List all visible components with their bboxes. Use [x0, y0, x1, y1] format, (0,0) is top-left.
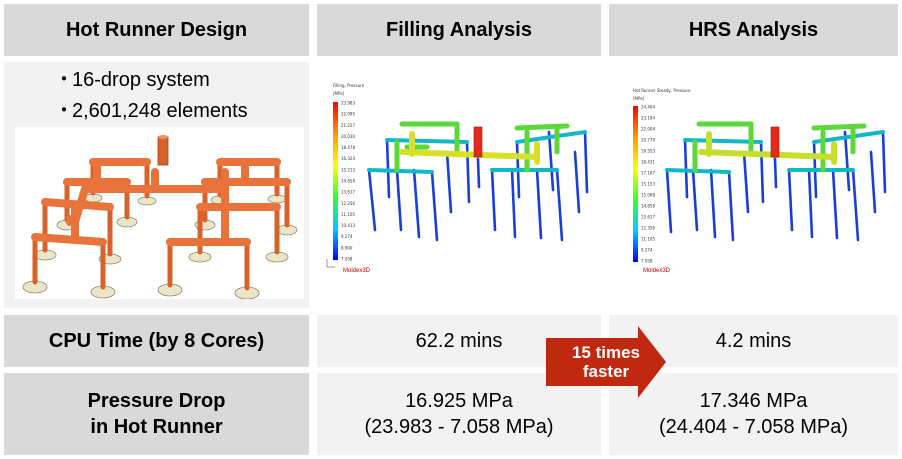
hrs-scale-label: 18.431 — [641, 160, 655, 165]
cpu-time-label: CPU Time (by 8 Cores) — [4, 315, 309, 367]
filling-scale-label: 13.617 — [341, 190, 355, 195]
hrs-sprue — [770, 126, 780, 158]
hot-runner-model-image — [15, 127, 304, 300]
filling-scale-label: 16.324 — [341, 156, 355, 161]
hrs-scale-label: 12.356 — [641, 226, 655, 231]
hrs-scale-label: 7.058 — [641, 259, 653, 264]
speedup-callout-arrow: 15 times faster — [546, 324, 666, 400]
filling-scale-labels: 23.983 22.095 21.227 20.030 18.478 16.324 15.2… — [341, 101, 355, 262]
filling-scale-label: 21.227 — [341, 123, 355, 128]
hrs-main-runner — [698, 131, 837, 165]
hot-runner-design-panel: 16-drop system 2,601,248 elements — [4, 62, 309, 308]
filling-scale-label: 11.105 — [341, 212, 355, 217]
filling-sprue — [473, 126, 483, 158]
filling-plot-title: Filling, Pressure — [333, 83, 365, 88]
header-hot-runner-design: Hot Runner Design — [4, 4, 309, 56]
hot-runner-model-drawing — [22, 135, 298, 300]
filling-moldex3d-logo: Moldex3D — [343, 268, 371, 274]
filling-scale-label: 10.413 — [341, 223, 355, 228]
filling-scale-label: 20.030 — [341, 134, 355, 139]
hrs-scale-label: 15.153 — [641, 182, 655, 187]
header-hrs-analysis: HRS Analysis — [609, 4, 898, 56]
filling-analysis-panel: Filling, Pressure [MPa] 23.983 22.095 21.2… — [317, 62, 601, 308]
filling-scale-label: 15.213 — [341, 167, 355, 172]
filling-scale-label: 22.095 — [341, 112, 355, 117]
hrs-scale-label: 23.184 — [641, 116, 655, 121]
hrs-color-scale-bar — [633, 106, 638, 262]
hrs-pressure-plot: Hot Runner Steady, Pressure [MPa] 24.404… — [633, 88, 887, 274]
filling-scale-label: 9.274 — [341, 234, 353, 239]
callout-text: 15 times faster — [571, 343, 641, 381]
hrs-scale-label: 11.105 — [641, 237, 655, 242]
filling-scale-label: 12.356 — [341, 201, 355, 206]
hrs-scale-label: 13.617 — [641, 215, 655, 220]
filling-scale-label: 7.058 — [341, 257, 353, 262]
hrs-scale-label: 9.274 — [641, 248, 653, 253]
filling-scale-label: 23.983 — [341, 101, 355, 106]
filling-color-scale-bar — [333, 102, 338, 260]
hrs-scale-label: 17.167 — [641, 171, 655, 176]
filling-scale-label: 14.858 — [341, 179, 355, 184]
filling-pressure-plot: Filling, Pressure [MPa] 23.983 22.095 21.2… — [326, 83, 589, 274]
filling-scale-label: 18.478 — [341, 145, 355, 150]
header-filling-analysis: Filling Analysis — [317, 4, 601, 56]
filling-axis-triad — [326, 259, 335, 268]
bullet-drop-system: 16-drop system — [54, 65, 248, 96]
hrs-scale-label: 15.068 — [641, 193, 655, 198]
pressure-drop-hrs: 17.346 MPa (24.404 - 7.058 MPa) — [609, 373, 898, 455]
hrs-scale-label: 14.858 — [641, 204, 655, 209]
hrs-scale-label: 22.004 — [641, 127, 655, 132]
bullet-elements: 2,601,248 elements — [54, 96, 248, 127]
hrs-plot-unit: [MPa] — [633, 96, 645, 101]
hrs-scale-label: 19.553 — [641, 149, 655, 154]
hrs-scale-labels: 24.404 23.184 22.004 20.779 19.553 18.431 17.1… — [641, 105, 655, 264]
hrs-scale-label: 20.779 — [641, 138, 655, 143]
hrs-plot-title: Hot Runner Steady, Pressure — [633, 88, 691, 93]
design-bullet-list: 16-drop system 2,601,248 elements — [54, 65, 248, 127]
filling-scale-label: 8.900 — [341, 245, 353, 250]
callout-arrow-shape — [546, 326, 666, 398]
pressure-drop-label: Pressure Drop in Hot Runner — [4, 373, 309, 455]
filling-plot-unit: [MPa] — [333, 91, 345, 96]
filling-main-runner — [399, 131, 540, 165]
filling-runners-green — [394, 121, 570, 173]
pressure-drop-filling: 16.925 MPa (23.983 - 7.058 MPa) — [317, 373, 601, 455]
hrs-runners-green — [692, 121, 867, 173]
hrs-analysis-panel: Hot Runner Steady, Pressure [MPa] 24.404… — [609, 62, 898, 308]
hrs-scale-label: 24.404 — [641, 105, 655, 110]
hrs-moldex3d-logo: Moldex3D — [643, 268, 671, 274]
